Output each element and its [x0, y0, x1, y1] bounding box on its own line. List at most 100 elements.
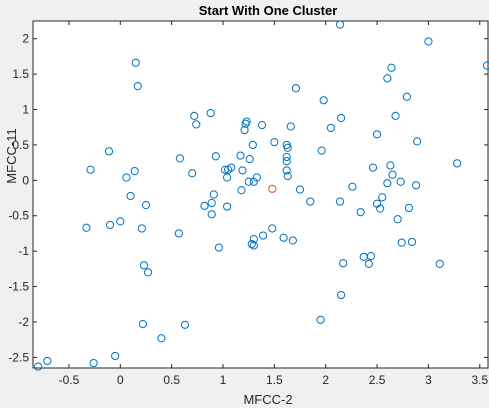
chart-title: Start With One Cluster: [199, 3, 338, 18]
data-point: [227, 163, 236, 172]
data-point: [387, 63, 396, 72]
data-point: [86, 165, 95, 174]
x-tick-label: 1.5: [266, 373, 283, 387]
data-point: [188, 169, 197, 178]
data-point: [339, 259, 348, 268]
data-point: [174, 229, 183, 238]
data-point: [388, 170, 397, 179]
data-point: [141, 201, 151, 210]
data-point: [139, 261, 149, 270]
data-point: [412, 181, 421, 190]
data-point: [111, 351, 120, 361]
data-point: [348, 182, 357, 191]
data-point: [366, 252, 376, 261]
data-point: [282, 166, 291, 175]
data-point: [192, 120, 201, 129]
data-point: [404, 203, 414, 213]
data-point: [133, 82, 142, 91]
data-point: [316, 315, 325, 324]
y-tick-label: 1: [22, 103, 29, 117]
y-axis-label: MFCC-11: [4, 128, 19, 183]
y-tick-label: -2.5: [8, 350, 29, 364]
data-point: [138, 319, 147, 329]
data-point: [249, 235, 258, 244]
x-tick-label: 3: [425, 373, 432, 387]
data-point: [257, 121, 267, 130]
data-point: [131, 58, 140, 67]
y-axis: -2.5 -2 -1.5 -1 -0.5 0 0.5 1 1.5 2: [8, 32, 488, 364]
data-point: [383, 74, 392, 83]
data-point: [424, 37, 433, 46]
y-tick-label: -1.5: [8, 280, 29, 294]
y-tick-label: -0.5: [8, 209, 29, 223]
data-point: [137, 224, 146, 233]
data-point: [413, 137, 422, 146]
data-point: [268, 224, 277, 233]
data-point: [482, 61, 489, 70]
data-point: [258, 231, 268, 240]
y-tick-label: 2: [22, 32, 29, 46]
data-point: [157, 334, 166, 343]
x-tick-label: 2: [322, 373, 329, 387]
data-point: [82, 223, 91, 232]
y-tick-label: 0.5: [12, 138, 29, 152]
data-point: [386, 161, 395, 170]
data-point: [244, 177, 253, 186]
data-point: [291, 84, 301, 93]
data-point: [236, 151, 245, 160]
data-point: [283, 143, 292, 152]
data-point: [282, 157, 291, 166]
data-point: [407, 237, 417, 247]
data-point: [372, 130, 382, 139]
data-point: [211, 152, 220, 161]
x-tick-label: 0.5: [163, 373, 180, 387]
y-tick-label: -2: [18, 315, 29, 329]
data-point: [326, 123, 335, 133]
data-point: [282, 152, 291, 162]
data-point: [335, 20, 345, 29]
data-point: [241, 119, 250, 128]
data-point: [279, 233, 288, 242]
data-point: [214, 243, 224, 252]
plot-area: [32, 20, 489, 369]
data-point: [383, 179, 392, 188]
data-point: [240, 125, 249, 135]
data-point: [397, 238, 406, 247]
data-point: [378, 193, 387, 202]
x-tick-label: -0.5: [59, 373, 80, 387]
x-axis-label: MFCC-2: [243, 392, 292, 407]
centroid-point: [268, 184, 277, 193]
data-point: [248, 140, 257, 150]
data-point: [335, 197, 345, 206]
x-tick-label: 3.5: [471, 373, 488, 387]
data-point: [104, 147, 114, 156]
data-point: [237, 186, 246, 195]
data-point: [249, 241, 258, 250]
data-point: [247, 239, 256, 249]
data-point: [368, 163, 378, 172]
x-tick-label: 1: [220, 373, 227, 387]
data-point: [337, 113, 346, 123]
scatter-points: [34, 20, 489, 371]
data-point: [356, 208, 365, 217]
x-axis: -0.5 0 0.5 1 1.5 2 2.5 3 3.5: [59, 21, 488, 387]
data-point: [283, 171, 292, 181]
data-point: [143, 268, 153, 277]
data-point: [223, 173, 232, 182]
data-point: [376, 204, 385, 213]
data-point: [206, 108, 215, 118]
data-point: [364, 259, 373, 268]
data-point: [402, 92, 411, 101]
data-point: [190, 111, 199, 120]
data-point: [223, 202, 232, 211]
x-tick-label: 0: [117, 373, 124, 387]
data-point: [122, 173, 131, 182]
y-tick-label: 0: [22, 173, 29, 187]
data-point: [252, 173, 262, 182]
data-point: [337, 290, 346, 300]
data-point: [317, 146, 326, 155]
data-point: [288, 236, 297, 245]
data-point: [34, 362, 43, 371]
data-point: [270, 137, 279, 147]
